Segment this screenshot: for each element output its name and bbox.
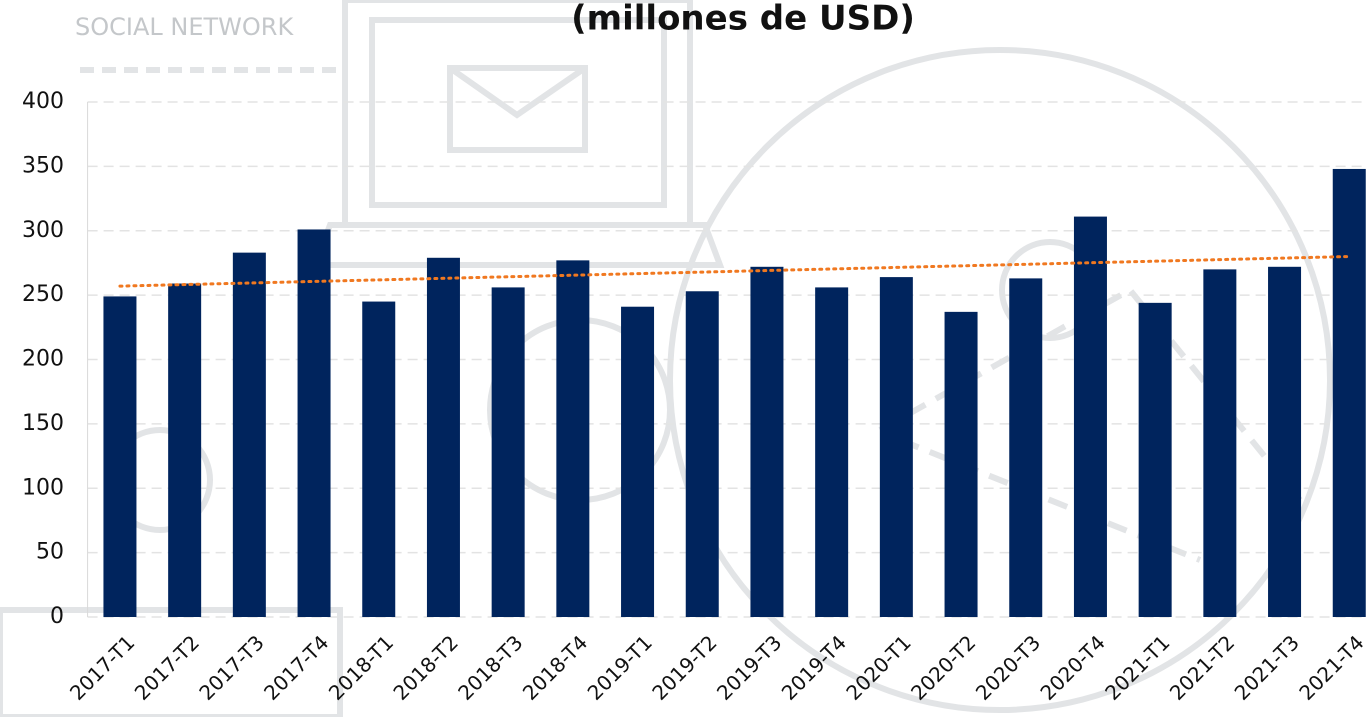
chart-title: (millones de USD) [571,0,915,39]
bar [362,302,395,617]
x-tick-label: 2021-T4 [1294,630,1367,704]
x-tick-label: 2017-T3 [194,630,268,704]
bar [1139,303,1172,617]
x-tick-label: 2020-T3 [971,630,1045,704]
x-tick-label: 2018-T2 [388,630,462,704]
bar [750,267,783,617]
bar [168,284,201,617]
y-tick-label: 0 [50,604,64,629]
y-tick-label: 350 [22,153,64,178]
x-tick-label: 2019-T3 [712,630,786,704]
bar [492,287,525,617]
x-tick-label: 2019-T1 [583,630,657,704]
bar [1203,269,1236,617]
bar [233,253,266,617]
bar [815,287,848,617]
bar [1268,267,1301,617]
bar [103,296,136,617]
y-tick-label: 300 [22,218,64,243]
y-tick-label: 150 [22,411,64,436]
x-tick-label: 2017-T2 [130,630,204,704]
bar [556,260,589,617]
y-tick-label: 100 [22,475,64,500]
bar [1333,169,1366,617]
y-tick-label: 50 [36,540,64,565]
x-tick-label: 2018-T1 [324,630,398,704]
bar [621,307,654,617]
bar [880,277,913,617]
x-tick-label: 2017-T1 [65,630,139,704]
page: {"chart_data": {"type": "bar", "title": … [0,0,1367,717]
y-tick-label: 400 [22,89,64,114]
bar [1074,217,1107,617]
bar [298,229,331,617]
y-tick-label: 250 [22,282,64,307]
bar [427,258,460,617]
bar [686,291,719,617]
bar [945,312,978,617]
x-tick-label: 2019-T2 [647,630,721,704]
chart: SOCIAL NETWORK (millones de USD) 0 50 100 1… [0,0,1367,717]
x-tick-label: 2021-T3 [1230,630,1304,704]
x-tick-label: 2018-T4 [518,630,592,704]
x-tick-label: 2020-T2 [906,630,980,704]
x-tick-label: 2017-T4 [259,630,333,704]
bar [1009,278,1042,617]
x-tick-label: 2018-T3 [453,630,527,704]
y-tick-label: 200 [22,347,64,372]
background-text: SOCIAL NETWORK [75,13,294,41]
